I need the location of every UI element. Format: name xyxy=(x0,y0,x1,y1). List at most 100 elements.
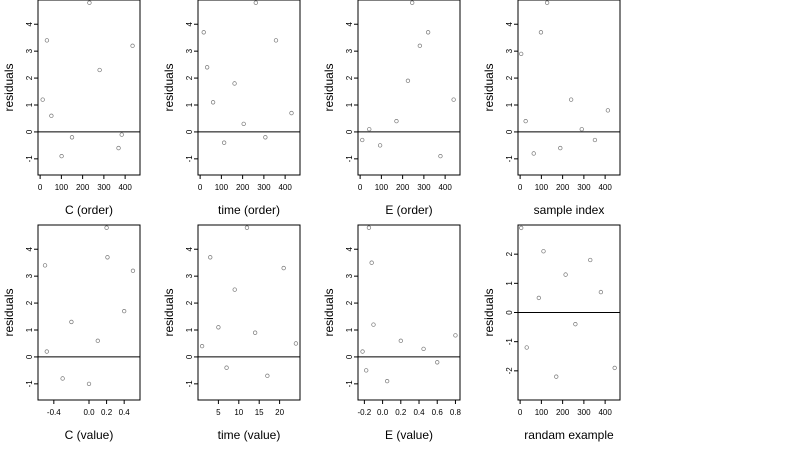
data-point xyxy=(377,143,383,148)
plot-frame xyxy=(37,224,141,401)
data-point xyxy=(598,289,604,295)
y-tick-label: 2 xyxy=(345,75,354,80)
x-tick-label: 400 xyxy=(598,183,612,192)
y-axis-label: residuals xyxy=(482,288,496,336)
x-tick-label: 300 xyxy=(417,183,431,192)
y-tick-label: 0 xyxy=(505,310,514,315)
x-tick-label: 300 xyxy=(577,408,591,417)
data-point xyxy=(130,268,136,273)
y-tick-label: 4 xyxy=(345,21,354,26)
data-point xyxy=(86,381,92,386)
x-tick-label: 100 xyxy=(55,183,69,192)
data-point xyxy=(263,135,268,140)
x-tick-label: 0.2 xyxy=(101,408,113,417)
y-tick-label: -1 xyxy=(345,155,354,163)
data-point xyxy=(360,349,365,354)
data-point xyxy=(405,78,411,83)
x-tick-label: 0 xyxy=(518,408,523,417)
panel-3: 0 100 200 300 400 -1 0 1 2 3 4 E (order) residuals xyxy=(322,0,461,217)
y-axis-label: residuals xyxy=(2,63,16,111)
y-tick-label: 2 xyxy=(25,300,34,305)
x-axis-label: C (order) xyxy=(65,203,113,217)
y-tick-label: 3 xyxy=(185,48,194,53)
data-point xyxy=(563,272,568,277)
data-point xyxy=(371,322,376,327)
data-point xyxy=(369,260,374,265)
y-tick-label: 1 xyxy=(185,102,194,107)
data-point xyxy=(568,97,574,102)
data-point xyxy=(398,338,403,343)
data-point xyxy=(40,97,45,102)
y-tick-label: 0 xyxy=(185,354,194,359)
data-point xyxy=(541,249,546,254)
data-point xyxy=(201,30,206,35)
x-tick-label: 300 xyxy=(257,183,271,192)
y-tick-label: 4 xyxy=(25,21,34,26)
y-tick-label: -1 xyxy=(185,155,194,163)
y-tick-label: 3 xyxy=(345,273,354,278)
panel-4: 0 100 200 300 400 -1 0 1 2 3 4 sample index residual… xyxy=(482,0,621,217)
data-point xyxy=(119,132,124,137)
data-point xyxy=(554,374,559,379)
y-tick-label: 3 xyxy=(185,273,194,278)
data-point xyxy=(253,0,258,5)
x-axis-label: randam example xyxy=(524,428,614,442)
y-axis-label: residuals xyxy=(322,288,336,336)
y-tick-label: 4 xyxy=(25,246,34,251)
data-point xyxy=(293,341,299,346)
x-tick-label: 200 xyxy=(556,408,570,417)
y-tick-label: 1 xyxy=(505,281,514,286)
data-point xyxy=(536,295,541,301)
data-point xyxy=(523,119,528,124)
x-tick-label: -0.4 xyxy=(47,408,61,417)
data-point xyxy=(42,263,48,268)
data-point xyxy=(232,81,237,86)
data-point xyxy=(453,333,458,338)
data-point xyxy=(384,379,390,384)
data-point xyxy=(360,137,365,143)
x-tick-label: 0.4 xyxy=(119,408,131,417)
data-point xyxy=(44,349,49,354)
x-tick-label: 400 xyxy=(598,408,612,417)
y-axis-label: residuals xyxy=(162,63,176,111)
x-tick-label: 200 xyxy=(556,183,570,192)
y-tick-label: 1 xyxy=(505,102,514,107)
data-point xyxy=(224,365,229,370)
y-tick-label: -2 xyxy=(505,367,514,375)
x-tick-label: 10 xyxy=(234,408,243,417)
data-point xyxy=(116,145,121,151)
data-point xyxy=(69,319,74,325)
data-point xyxy=(519,51,524,56)
x-tick-label: 400 xyxy=(118,183,132,192)
data-point xyxy=(104,225,109,230)
data-point xyxy=(435,360,440,365)
panel-8: 0 100 200 300 400 -2 -1 0 1 2 randam example residu… xyxy=(482,224,621,442)
panel-5: -0.4 0.0 0.2 0.4 -1 0 1 2 3 4 C (value) residuals xyxy=(2,224,141,442)
data-point xyxy=(265,373,270,378)
data-point xyxy=(60,376,65,381)
data-point xyxy=(612,365,617,371)
x-tick-label: 300 xyxy=(577,183,591,192)
y-tick-label: 4 xyxy=(345,246,354,251)
y-tick-label: 3 xyxy=(25,273,34,278)
y-axis-label: residuals xyxy=(2,288,16,336)
y-tick-label: 3 xyxy=(505,48,514,53)
x-tick-label: 100 xyxy=(535,408,549,417)
x-tick-label: 100 xyxy=(375,183,389,192)
y-tick-label: -1 xyxy=(185,380,194,388)
data-point xyxy=(59,154,64,159)
data-point xyxy=(558,145,563,151)
data-point xyxy=(252,330,258,335)
data-point xyxy=(366,225,372,230)
y-tick-label: 1 xyxy=(345,102,354,107)
x-tick-label: 0.2 xyxy=(395,408,407,417)
data-point xyxy=(425,30,431,35)
y-tick-label: 2 xyxy=(505,251,514,256)
data-point xyxy=(87,0,92,5)
data-point xyxy=(232,287,237,292)
y-tick-label: 0 xyxy=(505,129,514,134)
plot-frame xyxy=(197,224,301,401)
data-point xyxy=(216,325,221,330)
x-tick-label: 200 xyxy=(236,183,250,192)
x-tick-label: 400 xyxy=(438,183,452,192)
